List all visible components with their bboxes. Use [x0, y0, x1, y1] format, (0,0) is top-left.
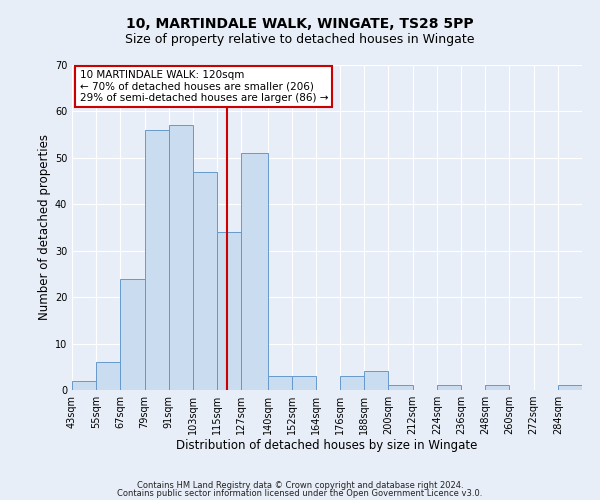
Text: Contains HM Land Registry data © Crown copyright and database right 2024.: Contains HM Land Registry data © Crown c…: [137, 480, 463, 490]
Bar: [364, 372, 388, 390]
Bar: [485, 386, 509, 390]
Bar: [558, 386, 582, 390]
Bar: [340, 376, 364, 390]
Bar: [169, 126, 193, 390]
Bar: [268, 376, 292, 390]
Text: Contains public sector information licensed under the Open Government Licence v3: Contains public sector information licen…: [118, 490, 482, 498]
Text: 10, MARTINDALE WALK, WINGATE, TS28 5PP: 10, MARTINDALE WALK, WINGATE, TS28 5PP: [126, 18, 474, 32]
X-axis label: Distribution of detached houses by size in Wingate: Distribution of detached houses by size …: [176, 438, 478, 452]
Bar: [96, 362, 121, 390]
Bar: [217, 232, 241, 390]
Bar: [193, 172, 217, 390]
Bar: [437, 386, 461, 390]
Bar: [145, 130, 169, 390]
Bar: [388, 386, 413, 390]
Text: Size of property relative to detached houses in Wingate: Size of property relative to detached ho…: [125, 32, 475, 46]
Bar: [72, 380, 96, 390]
Text: 10 MARTINDALE WALK: 120sqm
← 70% of detached houses are smaller (206)
29% of sem: 10 MARTINDALE WALK: 120sqm ← 70% of deta…: [80, 70, 328, 103]
Bar: [241, 153, 268, 390]
Bar: [121, 278, 145, 390]
Y-axis label: Number of detached properties: Number of detached properties: [38, 134, 50, 320]
Bar: [292, 376, 316, 390]
